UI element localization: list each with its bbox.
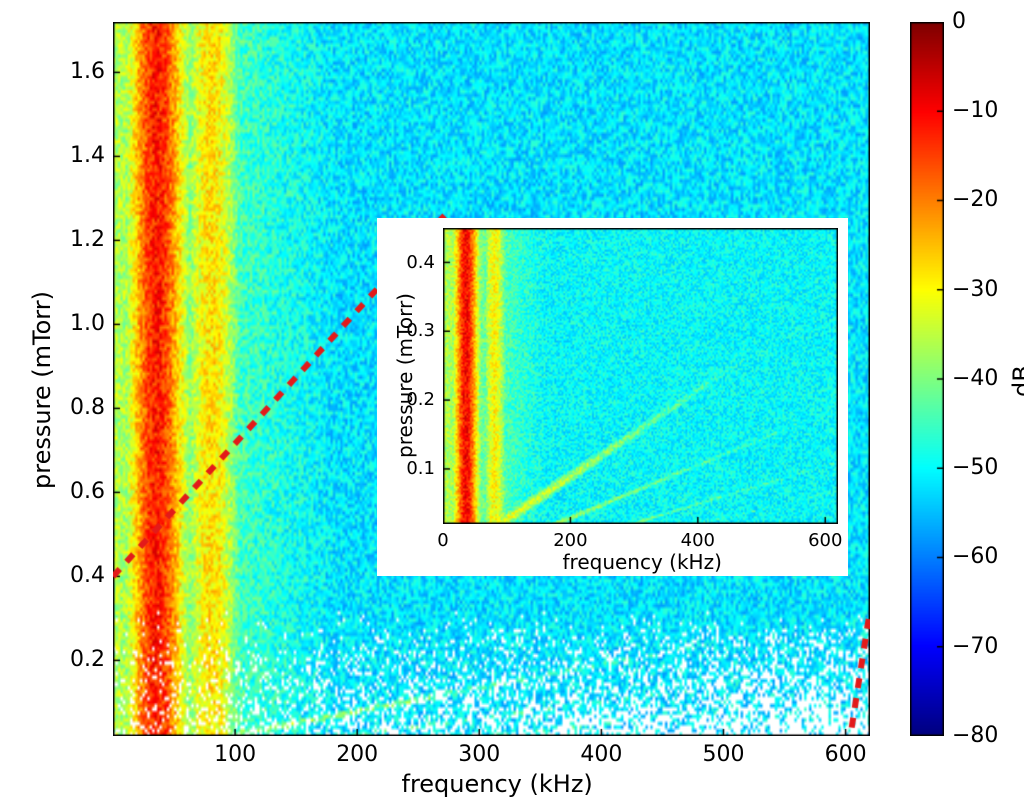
main-xlabel: frequency (kHz): [402, 770, 593, 798]
colorbar-tick-label: 0: [952, 9, 966, 34]
colorbar-tick-label: −30: [952, 277, 998, 302]
colorbar-tick-label: −70: [952, 634, 998, 659]
main-ylabel: pressure (mTorr): [28, 291, 56, 489]
ytick-label: 0.4: [406, 252, 435, 273]
xtick-label: 0: [413, 530, 473, 551]
inset-ylabel: pressure (mTorr): [393, 293, 417, 458]
figure-stage: frequency (kHz) pressure (mTorr) frequen…: [0, 0, 1024, 810]
ytick-label: 0.4: [70, 563, 105, 588]
ytick-label: 1.2: [70, 227, 105, 252]
xtick-label: 400: [668, 530, 728, 551]
colorbar-tick-label: −80: [952, 723, 998, 748]
ytick-label: 0.2: [406, 389, 435, 410]
inset-xlabel: frequency (kHz): [563, 550, 722, 574]
xtick-label: 100: [205, 742, 265, 767]
colorbar-tick-label: −60: [952, 544, 998, 569]
ytick-label: 0.8: [70, 395, 105, 420]
ytick-label: 1.4: [70, 143, 105, 168]
colorbar-tick-label: −10: [952, 98, 998, 123]
inset-axes-overlay: [443, 228, 838, 524]
xtick-label: 600: [795, 530, 855, 551]
xtick-label: 400: [571, 742, 631, 767]
ytick-label: 1.6: [70, 59, 105, 84]
ytick-label: 0.1: [406, 458, 435, 479]
colorbar-tick-label: −20: [952, 187, 998, 212]
xtick-label: 200: [540, 530, 600, 551]
colorbar-canvas: [910, 22, 944, 736]
colorbar-tick-label: −50: [952, 455, 998, 480]
xtick-label: 600: [816, 742, 876, 767]
colorbar-label: dB: [1008, 365, 1024, 397]
xtick-label: 200: [327, 742, 387, 767]
ytick-label: 0.3: [406, 320, 435, 341]
ytick-label: 0.6: [70, 479, 105, 504]
xtick-label: 500: [693, 742, 753, 767]
ytick-label: 0.2: [70, 647, 105, 672]
ytick-label: 1.0: [70, 311, 105, 336]
colorbar-tick-label: −40: [952, 366, 998, 391]
xtick-label: 300: [449, 742, 509, 767]
